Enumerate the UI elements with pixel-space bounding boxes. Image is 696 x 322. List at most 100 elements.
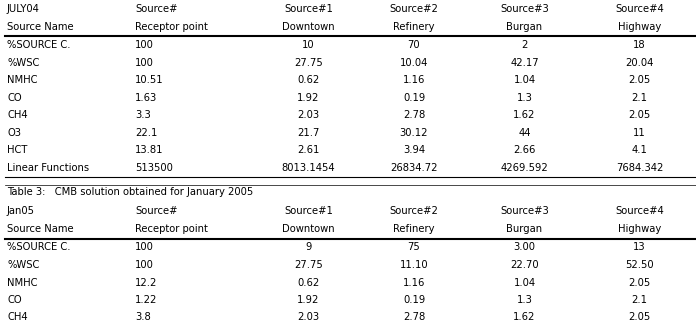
Text: 11: 11	[633, 128, 646, 137]
Text: Source#4: Source#4	[615, 206, 664, 216]
Text: 1.62: 1.62	[514, 110, 536, 120]
Text: %SOURCE C.: %SOURCE C.	[7, 242, 70, 252]
Text: JULY04: JULY04	[7, 4, 40, 14]
Text: Refinery: Refinery	[393, 22, 435, 32]
Text: 1.04: 1.04	[514, 75, 535, 85]
Text: 2.66: 2.66	[514, 145, 536, 155]
Text: 3.3: 3.3	[135, 110, 151, 120]
Text: 42.17: 42.17	[510, 58, 539, 68]
Text: 2.03: 2.03	[297, 110, 319, 120]
Text: 100: 100	[135, 40, 154, 50]
Text: Receptor point: Receptor point	[135, 22, 208, 32]
Text: 22.70: 22.70	[510, 260, 539, 270]
Text: Downtown: Downtown	[282, 224, 335, 234]
Text: O3: O3	[7, 128, 21, 137]
Text: 4.1: 4.1	[631, 145, 647, 155]
Text: %SOURCE C.: %SOURCE C.	[7, 40, 70, 50]
Text: 7684.342: 7684.342	[616, 163, 663, 173]
Text: 12.2: 12.2	[135, 278, 157, 288]
Text: 4269.592: 4269.592	[500, 163, 548, 173]
Text: 1.3: 1.3	[516, 92, 532, 102]
Text: 18: 18	[633, 40, 646, 50]
Text: 70: 70	[408, 40, 420, 50]
Text: 13.81: 13.81	[135, 145, 164, 155]
Text: 100: 100	[135, 260, 154, 270]
Text: 10.51: 10.51	[135, 75, 164, 85]
Text: %WSC: %WSC	[7, 260, 40, 270]
Text: Highway: Highway	[618, 22, 661, 32]
Text: Refinery: Refinery	[393, 224, 435, 234]
Text: CO: CO	[7, 295, 22, 305]
Text: 100: 100	[135, 242, 154, 252]
Text: 2.78: 2.78	[403, 110, 425, 120]
Text: Source#4: Source#4	[615, 4, 664, 14]
Text: Burgan: Burgan	[507, 22, 543, 32]
Text: 2.1: 2.1	[631, 92, 647, 102]
Text: 1.63: 1.63	[135, 92, 157, 102]
Text: 2.05: 2.05	[628, 110, 651, 120]
Text: 13: 13	[633, 242, 646, 252]
Text: 1.16: 1.16	[403, 278, 425, 288]
Text: Source#: Source#	[135, 4, 177, 14]
Text: 2: 2	[521, 40, 528, 50]
Text: 2.1: 2.1	[631, 295, 647, 305]
Text: Source#3: Source#3	[500, 4, 549, 14]
Text: CH4: CH4	[7, 110, 28, 120]
Text: 1.3: 1.3	[516, 295, 532, 305]
Text: 1.62: 1.62	[514, 312, 536, 322]
Text: Source#: Source#	[135, 206, 177, 216]
Text: Receptor point: Receptor point	[135, 224, 208, 234]
Text: 11.10: 11.10	[400, 260, 428, 270]
Text: 27.75: 27.75	[294, 260, 323, 270]
Text: 8013.1454: 8013.1454	[282, 163, 335, 173]
Text: 0.62: 0.62	[297, 75, 319, 85]
Text: Jan05: Jan05	[7, 206, 35, 216]
Text: Highway: Highway	[618, 224, 661, 234]
Text: Source#1: Source#1	[284, 4, 333, 14]
Text: 30.12: 30.12	[400, 128, 428, 137]
Text: 10: 10	[302, 40, 315, 50]
Text: NMHC: NMHC	[7, 75, 38, 85]
Text: 10.04: 10.04	[400, 58, 428, 68]
Text: Source#2: Source#2	[390, 206, 438, 216]
Text: 27.75: 27.75	[294, 58, 323, 68]
Text: CO: CO	[7, 92, 22, 102]
Text: Source#3: Source#3	[500, 206, 549, 216]
Text: 2.78: 2.78	[403, 312, 425, 322]
Text: 2.05: 2.05	[628, 75, 651, 85]
Text: 1.92: 1.92	[297, 92, 319, 102]
Text: 0.19: 0.19	[403, 295, 425, 305]
Text: Table 3:   CMB solution obtained for January 2005: Table 3: CMB solution obtained for Janua…	[7, 187, 253, 197]
Text: Burgan: Burgan	[507, 224, 543, 234]
Text: 2.05: 2.05	[628, 278, 651, 288]
Text: Source Name: Source Name	[7, 22, 74, 32]
Text: 2.05: 2.05	[628, 312, 651, 322]
Text: 20.04: 20.04	[625, 58, 654, 68]
Text: 9: 9	[306, 242, 312, 252]
Text: 1.22: 1.22	[135, 295, 157, 305]
Text: 26834.72: 26834.72	[390, 163, 438, 173]
Text: 75: 75	[408, 242, 420, 252]
Text: 44: 44	[519, 128, 531, 137]
Text: CH4: CH4	[7, 312, 28, 322]
Text: Source#1: Source#1	[284, 206, 333, 216]
Text: 22.1: 22.1	[135, 128, 157, 137]
Text: 513500: 513500	[135, 163, 173, 173]
Text: 3.94: 3.94	[403, 145, 425, 155]
Text: 2.61: 2.61	[297, 145, 319, 155]
Text: 3.8: 3.8	[135, 312, 151, 322]
Text: 21.7: 21.7	[297, 128, 319, 137]
Text: HCT: HCT	[7, 145, 27, 155]
Text: 0.19: 0.19	[403, 92, 425, 102]
Text: 1.04: 1.04	[514, 278, 535, 288]
Text: Source Name: Source Name	[7, 224, 74, 234]
Text: 3.00: 3.00	[514, 242, 535, 252]
Text: 2.03: 2.03	[297, 312, 319, 322]
Text: %WSC: %WSC	[7, 58, 40, 68]
Text: 0.62: 0.62	[297, 278, 319, 288]
Text: 52.50: 52.50	[625, 260, 654, 270]
Text: NMHC: NMHC	[7, 278, 38, 288]
Text: 1.16: 1.16	[403, 75, 425, 85]
Text: Source#2: Source#2	[390, 4, 438, 14]
Text: 1.92: 1.92	[297, 295, 319, 305]
